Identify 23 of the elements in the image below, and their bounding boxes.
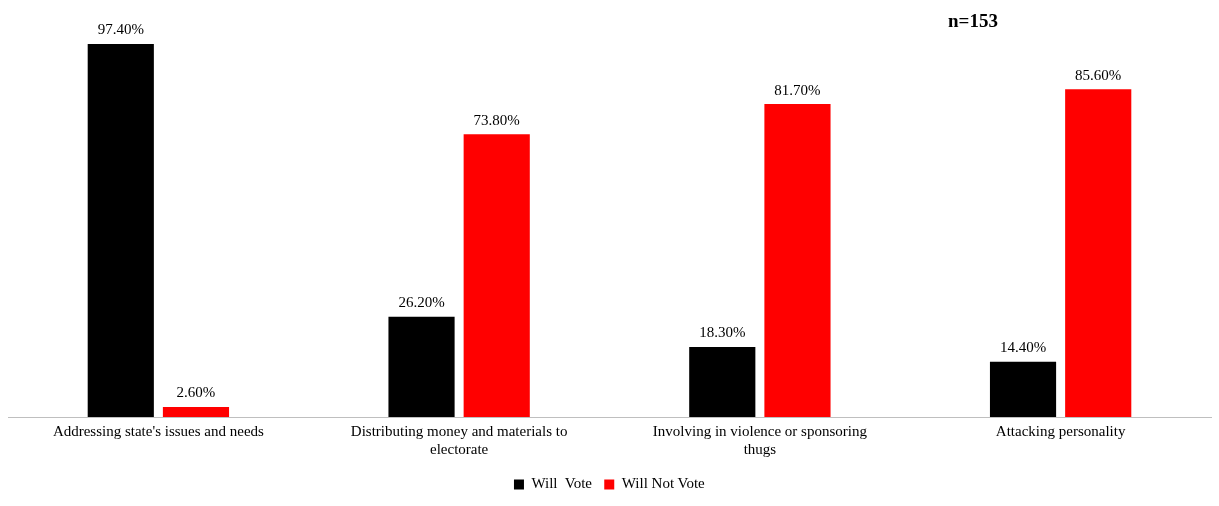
legend-label: Will Not Vote: [621, 475, 706, 492]
bar: [764, 104, 831, 417]
data-label: 73.80%: [473, 111, 520, 128]
legend-label: Will Vote: [531, 475, 593, 492]
bar: [162, 407, 230, 417]
x-tick-label: Distributing money and materials to electorate: [350, 422, 568, 457]
text: n=153: [948, 9, 998, 31]
bar: [989, 361, 1057, 417]
data-label: 81.70%: [774, 81, 821, 98]
data-label: 2.60%: [176, 384, 216, 401]
x-tick-label: Involving in violence or sponsoring thugs: [652, 422, 868, 457]
x-tick-label: Attacking personality: [995, 422, 1126, 439]
data-label: 18.30%: [699, 324, 746, 341]
x-tick-label: Addressing state's issues and needs: [52, 422, 265, 439]
bar: [689, 346, 756, 417]
data-label: 14.40%: [999, 339, 1047, 356]
data-label: 26.20%: [398, 294, 445, 311]
bar: [1065, 89, 1132, 417]
bar: [463, 134, 530, 417]
bar: [388, 316, 455, 417]
data-label: 97.40%: [97, 21, 144, 38]
bar: [87, 43, 154, 417]
data-label: 85.60%: [1075, 66, 1122, 83]
